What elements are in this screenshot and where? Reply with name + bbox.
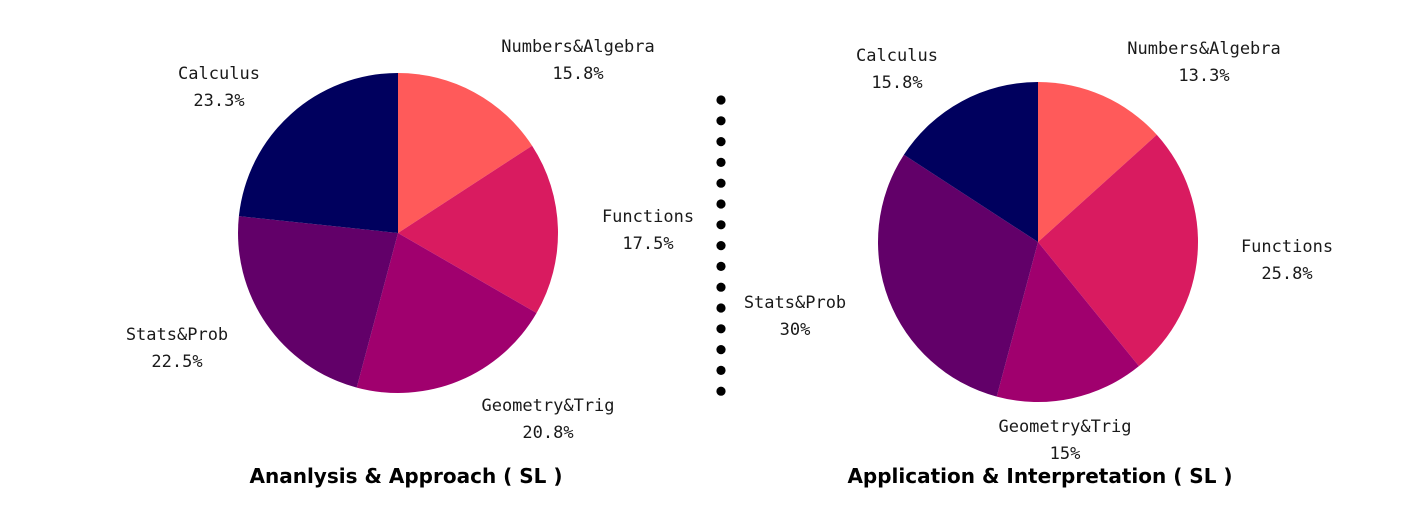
- pie-slice-stats-prob: [878, 154, 1038, 397]
- pie-slice-numbers-algebra: [398, 73, 533, 233]
- pie-chart-2: Numbers&Algebra 13.3% Functions 25.8% Geomet…: [744, 39, 1333, 464]
- divider-dot: [716, 241, 726, 251]
- pie-slice-calculus: [238, 73, 398, 233]
- slice-value-calculus: 23.3%: [193, 91, 244, 111]
- slice-value-numbers-algebra: 15.8%: [552, 64, 603, 84]
- slice-label-geometry-trig: Geometry&Trig: [998, 417, 1131, 437]
- chart-title-application-interpretation: Application & Interpretation ( SL ): [847, 464, 1233, 488]
- divider-dot: [716, 137, 726, 147]
- slice-value-calculus: 15.8%: [871, 73, 922, 93]
- divider-dot: [716, 324, 726, 334]
- divider-dot: [716, 116, 726, 126]
- slice-value-functions: 17.5%: [622, 234, 673, 254]
- pie-slice-numbers-algebra: [1038, 82, 1157, 242]
- slice-label-stats-prob: Stats&Prob: [126, 325, 228, 345]
- slice-label-functions: Functions: [602, 207, 694, 227]
- divider-dot: [716, 386, 726, 396]
- divider-dot: [716, 220, 726, 230]
- divider-dot: [716, 95, 726, 105]
- slice-value-geometry-trig: 20.8%: [522, 423, 573, 443]
- divider-dot: [716, 365, 726, 375]
- divider-dot: [716, 282, 726, 292]
- slice-value-numbers-algebra: 13.3%: [1178, 66, 1229, 86]
- slice-value-geometry-trig: 15%: [1050, 444, 1081, 464]
- slice-value-stats-prob: 22.5%: [151, 352, 202, 372]
- dotted-divider: [716, 95, 726, 396]
- slice-label-calculus: Calculus: [178, 64, 260, 84]
- divider-dot: [716, 157, 726, 167]
- slice-label-calculus: Calculus: [856, 46, 938, 66]
- divider-dot: [716, 178, 726, 188]
- slice-label-numbers-algebra: Numbers&Algebra: [1127, 39, 1281, 59]
- slice-label-geometry-trig: Geometry&Trig: [481, 396, 614, 416]
- pie-slice-functions: [1038, 134, 1199, 367]
- pie-chart-1: Numbers&Algebra 15.8% Functions 17.5% Geomet…: [126, 37, 694, 443]
- slice-label-numbers-algebra: Numbers&Algebra: [501, 37, 655, 57]
- divider-dot: [716, 345, 726, 355]
- slice-value-stats-prob: 30%: [780, 320, 811, 340]
- pie-slice-geometry-trig: [996, 242, 1139, 403]
- pie-slice-stats-prob: [238, 216, 398, 388]
- slice-label-functions: Functions: [1241, 237, 1333, 257]
- divider-dot: [716, 199, 726, 209]
- divider-dot: [716, 303, 726, 313]
- divider-dot: [716, 261, 726, 271]
- slice-label-stats-prob: Stats&Prob: [744, 293, 846, 313]
- slice-value-functions: 25.8%: [1261, 264, 1312, 284]
- pie-slice-functions: [398, 145, 558, 313]
- chart-title-analysis-approach: Ananlysis & Approach ( SL ): [249, 464, 563, 488]
- pie-slice-calculus: [903, 82, 1038, 242]
- pie-slice-geometry-trig: [356, 233, 537, 393]
